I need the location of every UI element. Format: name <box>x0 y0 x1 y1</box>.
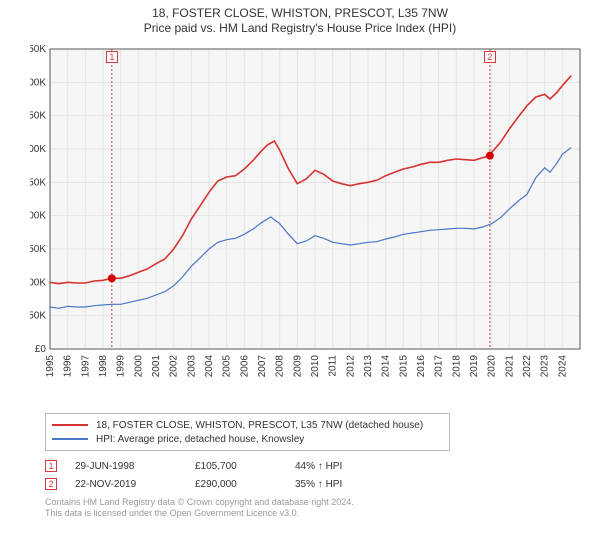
svg-text:2023: 2023 <box>540 355 551 378</box>
svg-text:2024: 2024 <box>557 355 568 378</box>
svg-text:2011: 2011 <box>328 355 339 377</box>
svg-text:£150K: £150K <box>30 244 46 255</box>
svg-text:£400K: £400K <box>30 77 46 88</box>
legend-row: 18, FOSTER CLOSE, WHISTON, PRESCOT, L35 … <box>52 418 443 432</box>
svg-text:1999: 1999 <box>116 355 127 378</box>
svg-text:£450K: £450K <box>30 44 46 55</box>
title-sub: Price paid vs. HM Land Registry's House … <box>0 21 600 35</box>
svg-text:2009: 2009 <box>292 355 303 378</box>
svg-text:£350K: £350K <box>30 111 46 122</box>
legend-swatch <box>52 438 88 440</box>
svg-text:2007: 2007 <box>257 355 268 378</box>
svg-text:2020: 2020 <box>487 355 498 378</box>
sale-marker: 1 <box>45 460 57 472</box>
legend-row: HPI: Average price, detached house, Know… <box>52 432 443 446</box>
svg-text:1995: 1995 <box>45 355 56 378</box>
footer-line1: Contains HM Land Registry data © Crown c… <box>45 497 600 508</box>
svg-text:2003: 2003 <box>186 355 197 378</box>
svg-text:2014: 2014 <box>381 355 392 378</box>
svg-text:2019: 2019 <box>469 355 480 378</box>
svg-text:2013: 2013 <box>363 355 374 378</box>
svg-text:£50K: £50K <box>30 311 46 322</box>
svg-text:2001: 2001 <box>151 355 162 378</box>
svg-text:2004: 2004 <box>204 355 215 378</box>
chart-sale-marker: 1 <box>106 51 118 63</box>
svg-text:£300K: £300K <box>30 144 46 155</box>
svg-text:2018: 2018 <box>451 355 462 378</box>
sale-price: £105,700 <box>195 461 295 472</box>
svg-text:£100K: £100K <box>30 277 46 288</box>
svg-text:2000: 2000 <box>133 355 144 378</box>
legend-swatch <box>52 424 88 426</box>
sale-date: 29-JUN-1998 <box>75 461 195 472</box>
legend-label: HPI: Average price, detached house, Know… <box>96 434 304 445</box>
svg-text:2016: 2016 <box>416 355 427 378</box>
svg-text:2012: 2012 <box>345 355 356 378</box>
sale-pct: 35% ↑ HPI <box>295 479 395 490</box>
svg-text:2010: 2010 <box>310 355 321 378</box>
svg-text:1998: 1998 <box>98 355 109 378</box>
sale-price: £290,000 <box>195 479 295 490</box>
svg-text:2017: 2017 <box>434 355 445 378</box>
sale-row: 2 22-NOV-2019£290,00035% ↑ HPI <box>45 475 600 493</box>
sale-pct: 44% ↑ HPI <box>295 461 395 472</box>
legend-label: 18, FOSTER CLOSE, WHISTON, PRESCOT, L35 … <box>96 420 423 431</box>
svg-text:1996: 1996 <box>63 355 74 378</box>
svg-text:2022: 2022 <box>522 355 533 378</box>
svg-text:1997: 1997 <box>80 355 91 378</box>
footer: Contains HM Land Registry data © Crown c… <box>45 497 600 519</box>
svg-text:2005: 2005 <box>222 355 233 378</box>
sale-date: 22-NOV-2019 <box>75 479 195 490</box>
svg-text:2021: 2021 <box>504 355 515 378</box>
legend-box: 18, FOSTER CLOSE, WHISTON, PRESCOT, L35 … <box>45 413 450 451</box>
svg-text:2002: 2002 <box>169 355 180 378</box>
chart-svg: £0 £50K £100K £150K £200K £250K £300K £350K £400… <box>30 39 590 409</box>
svg-text:£0: £0 <box>35 344 47 355</box>
chart-area: £0 £50K £100K £150K £200K £250K £300K £350K £400… <box>30 39 590 409</box>
svg-text:£200K: £200K <box>30 211 46 222</box>
sale-row: 1 29-JUN-1998£105,70044% ↑ HPI <box>45 457 600 475</box>
title-block: 18, FOSTER CLOSE, WHISTON, PRESCOT, L35 … <box>0 0 600 35</box>
chart-sale-marker: 2 <box>484 51 496 63</box>
svg-text:2015: 2015 <box>398 355 409 378</box>
svg-text:2006: 2006 <box>239 355 250 378</box>
svg-text:2008: 2008 <box>275 355 286 378</box>
sale-rows: 1 29-JUN-1998£105,70044% ↑ HPI 2 22-NOV-201… <box>45 457 600 493</box>
footer-line2: This data is licensed under the Open Gov… <box>45 508 600 519</box>
svg-text:£250K: £250K <box>30 177 46 188</box>
title-main: 18, FOSTER CLOSE, WHISTON, PRESCOT, L35 … <box>0 6 600 20</box>
sale-marker: 2 <box>45 478 57 490</box>
